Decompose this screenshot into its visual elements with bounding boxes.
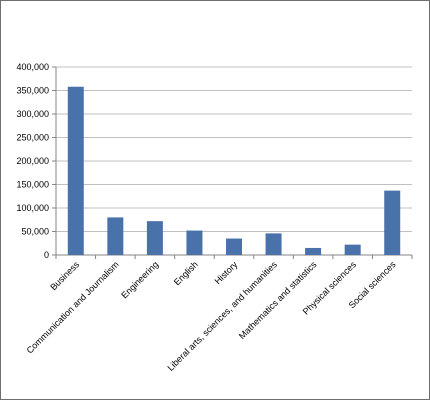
y-tick-label: 100,000 [16,203,49,213]
x-axis [55,254,413,259]
y-tick-label: 50,000 [21,227,49,237]
bar [67,86,84,256]
x-tick-label: Engineering [119,259,160,300]
bar [305,247,322,255]
y-tick-label: 250,000 [16,133,49,143]
y-tick-label: 150,000 [16,180,49,190]
x-tick-label: Mathematics and statistics [237,259,319,341]
y-tick-label: 300,000 [16,109,49,119]
bar [146,221,163,255]
bar [344,244,361,255]
bar [186,230,203,255]
bar [107,217,124,255]
bar [384,190,401,255]
x-tick-label: English [172,259,200,287]
x-tick-label: History [213,259,240,286]
bars [67,86,401,256]
bar [226,238,242,255]
gridlines [56,66,412,232]
y-tick-label: 400,000 [16,62,49,72]
y-tick-label: 0 [44,250,49,260]
y-axis: 0 50,000 100,000 150,000 200,000 250,000 300,0… [16,62,57,260]
bar [265,233,282,255]
y-tick-label: 350,000 [16,86,49,96]
y-tick-label: 200,000 [16,156,49,166]
x-tick-label: Business [48,259,81,292]
